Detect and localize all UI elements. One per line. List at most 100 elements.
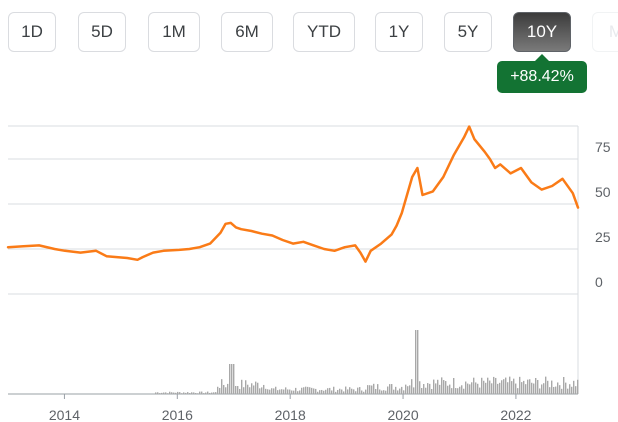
range-button-1m[interactable]: 1M <box>148 12 200 52</box>
volume-bar <box>257 382 259 394</box>
volume-bar <box>343 391 345 394</box>
volume-bar <box>279 389 281 394</box>
volume-bar <box>361 390 363 394</box>
volume-bar <box>363 391 365 394</box>
volume-bar <box>433 379 435 394</box>
volume-bar <box>389 384 391 394</box>
volume-bar <box>535 377 537 394</box>
volume-bar <box>375 388 377 394</box>
volume-bar <box>355 391 357 394</box>
volume-bar <box>299 390 301 394</box>
volume-bar <box>415 330 417 394</box>
volume-bar <box>569 384 571 394</box>
volume-bar <box>295 387 297 394</box>
volume-bar <box>423 384 425 394</box>
volume-bar <box>493 376 495 394</box>
x-tick-label: 2018 <box>275 407 306 422</box>
volume-bar <box>237 386 239 394</box>
volume-bar <box>391 384 393 394</box>
volume-bar <box>163 392 165 394</box>
y-tick-label: 75 <box>595 139 611 155</box>
volume-bar <box>567 388 569 394</box>
volume-bar <box>413 387 415 394</box>
volume-bar <box>427 383 429 394</box>
volume-bar <box>447 385 449 394</box>
range-button-5y[interactable]: 5Y <box>444 12 492 52</box>
volume-bar <box>325 389 327 394</box>
volume-bar <box>465 381 467 394</box>
range-button-max[interactable]: M <box>592 12 618 52</box>
volume-bar <box>451 388 453 394</box>
volume-bar <box>201 391 203 394</box>
volume-bar <box>511 381 513 394</box>
volume-bar <box>159 393 161 394</box>
volume-bar <box>367 385 369 394</box>
volume-bar <box>169 391 171 394</box>
volume-bar <box>487 377 489 394</box>
volume-bar <box>497 383 499 394</box>
range-button-ytd[interactable]: YTD <box>293 12 355 52</box>
volume-bar <box>233 364 235 394</box>
volume-bar <box>293 390 295 394</box>
volume-bar <box>239 388 241 394</box>
volume-bar <box>421 388 423 394</box>
volume-bar <box>527 379 529 394</box>
range-button-1y[interactable]: 1Y <box>375 12 423 52</box>
volume-bar <box>417 330 419 394</box>
volume-bar <box>555 386 557 394</box>
volume-bar <box>575 386 577 394</box>
volume-bar <box>405 384 407 394</box>
range-button-5d[interactable]: 5D <box>78 12 126 52</box>
volume-bar <box>509 376 511 394</box>
volume-bar <box>425 387 427 394</box>
volume-bar <box>357 387 359 394</box>
volume-bar <box>449 384 451 394</box>
range-button-6m[interactable]: 6M <box>221 12 273 52</box>
volume-bar <box>351 388 353 394</box>
volume-bar <box>523 380 525 394</box>
volume-bar <box>547 380 549 394</box>
volume-bar <box>291 390 293 394</box>
volume-bar <box>277 390 279 394</box>
volume-bar <box>165 392 167 394</box>
range-button-1d[interactable]: 1D <box>8 12 56 52</box>
volume-bar <box>371 385 373 394</box>
volume-bar <box>309 387 311 394</box>
volume-bar <box>521 382 523 394</box>
y-tick-label: 25 <box>595 229 611 245</box>
volume-bar <box>339 388 341 394</box>
volume-bar <box>469 384 471 394</box>
volume-bar <box>431 388 433 394</box>
volume-bar <box>463 388 465 394</box>
volume-bar <box>261 387 263 394</box>
volume-bar <box>193 392 195 394</box>
volume-bar <box>341 389 343 394</box>
volume-bar <box>445 381 447 394</box>
volume-bar <box>189 393 191 394</box>
volume-bar <box>395 386 397 394</box>
volume-bar <box>495 377 497 394</box>
volume-bar <box>441 377 443 394</box>
volume-bar <box>549 387 551 394</box>
volume-bar <box>381 390 383 394</box>
volume-bar <box>461 385 463 394</box>
volume-bar <box>553 386 555 394</box>
volume-bar <box>397 390 399 394</box>
volume-bar <box>401 386 403 394</box>
volume-bar <box>207 391 209 394</box>
volume-bar <box>481 377 483 394</box>
volume-bar <box>477 383 479 394</box>
volume-bar <box>231 364 233 394</box>
volume-bar <box>241 379 243 394</box>
range-button-10y[interactable]: 10Y <box>513 12 571 52</box>
volume-bar <box>171 392 173 394</box>
volume-bar <box>317 391 319 394</box>
volume-bar <box>489 380 491 394</box>
volume-bar <box>329 387 331 394</box>
volume-bar <box>443 380 445 394</box>
volume-bar <box>545 376 547 394</box>
volume-bar <box>271 388 273 394</box>
volume-bar <box>539 388 541 394</box>
volume-bar <box>221 379 223 394</box>
volume-bar <box>161 392 163 394</box>
